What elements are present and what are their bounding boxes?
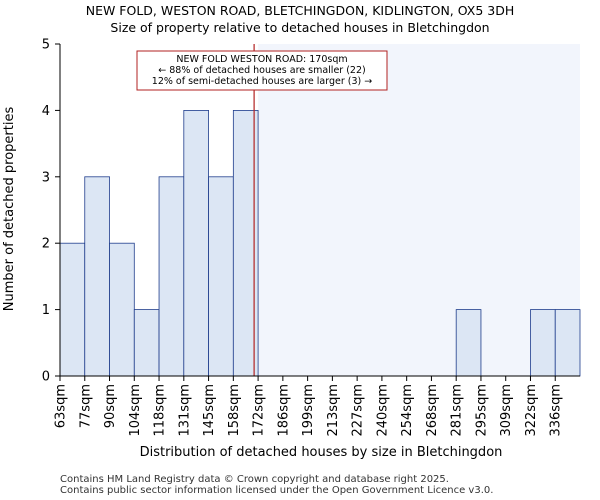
- annotation-line-2: ← 88% of detached houses are smaller (22…: [158, 65, 365, 76]
- y-axis-label: Number of detached properties: [2, 107, 17, 312]
- y-tick-label: 2: [42, 237, 50, 252]
- y-tick-label: 1: [42, 303, 50, 318]
- bar-77sqm: [84, 176, 110, 377]
- x-tick-label: 90sqm: [103, 384, 118, 428]
- bar-281sqm: [455, 309, 482, 377]
- annotation-box: NEW FOLD WESTON ROAD: 170sqm ← 88% of de…: [136, 50, 388, 91]
- y-axis-ticks: 0 1 2 3 4 5: [42, 38, 60, 385]
- annotation-line-1: NEW FOLD WESTON ROAD: 170sqm: [176, 54, 347, 65]
- annotation-border: [136, 50, 388, 91]
- x-tick-label: 104sqm: [128, 384, 143, 437]
- x-tick-label: 172sqm: [252, 384, 267, 437]
- chart-title: NEW FOLD, WESTON ROAD, BLETCHINGDON, KID…: [86, 3, 515, 18]
- y-tick-label: 0: [42, 370, 50, 385]
- y-tick-label: 4: [42, 104, 50, 119]
- larger-properties-region: [258, 44, 580, 376]
- chart-subtitle: Size of property relative to detached ho…: [110, 20, 489, 35]
- bar-145sqm: [208, 176, 234, 377]
- y-tick-label: 3: [42, 170, 50, 185]
- x-tick-label: 131sqm: [177, 384, 192, 437]
- x-axis-ticks: 63sqm 77sqm 90sqm 104sqm 118sqm 131sqm 145sqm 1…: [54, 376, 564, 437]
- bar-118sqm: [158, 176, 185, 377]
- x-tick-label: 268sqm: [425, 384, 440, 437]
- x-tick-label: 63sqm: [54, 384, 69, 428]
- x-tick-label: 336sqm: [549, 384, 564, 437]
- x-tick-label: 186sqm: [276, 384, 291, 437]
- bar-63sqm: [59, 242, 86, 377]
- x-tick-label: 309sqm: [499, 384, 514, 437]
- bar-131sqm: [183, 110, 209, 377]
- x-tick-label: 213sqm: [326, 384, 341, 437]
- x-tick-label: 199sqm: [301, 384, 316, 437]
- x-tick-label: 281sqm: [450, 384, 465, 437]
- y-tick-label: 5: [42, 38, 50, 53]
- x-tick-label: 254sqm: [400, 384, 415, 437]
- x-tick-label: 158sqm: [227, 384, 242, 437]
- bar-90sqm: [109, 242, 135, 377]
- bars: [59, 110, 581, 377]
- annotation-line-3: 12% of semi-detached houses are larger (…: [152, 76, 372, 87]
- x-tick-label: 227sqm: [351, 384, 366, 437]
- x-tick-label: 77sqm: [78, 384, 93, 428]
- bar-322sqm: [530, 309, 556, 377]
- x-tick-label: 240sqm: [375, 384, 390, 437]
- footer-line-1: Contains HM Land Registry data © Crown c…: [60, 474, 449, 485]
- x-tick-label: 295sqm: [474, 384, 489, 437]
- x-axis-label: Distribution of detached houses by size …: [140, 445, 503, 460]
- bar-336sqm: [554, 309, 581, 377]
- x-tick-label: 118sqm: [153, 384, 168, 437]
- x-tick-label: 322sqm: [524, 384, 539, 437]
- footer-line-2: Contains public sector information licen…: [60, 485, 493, 496]
- x-tick-label: 145sqm: [202, 384, 217, 437]
- bar-104sqm: [133, 309, 160, 377]
